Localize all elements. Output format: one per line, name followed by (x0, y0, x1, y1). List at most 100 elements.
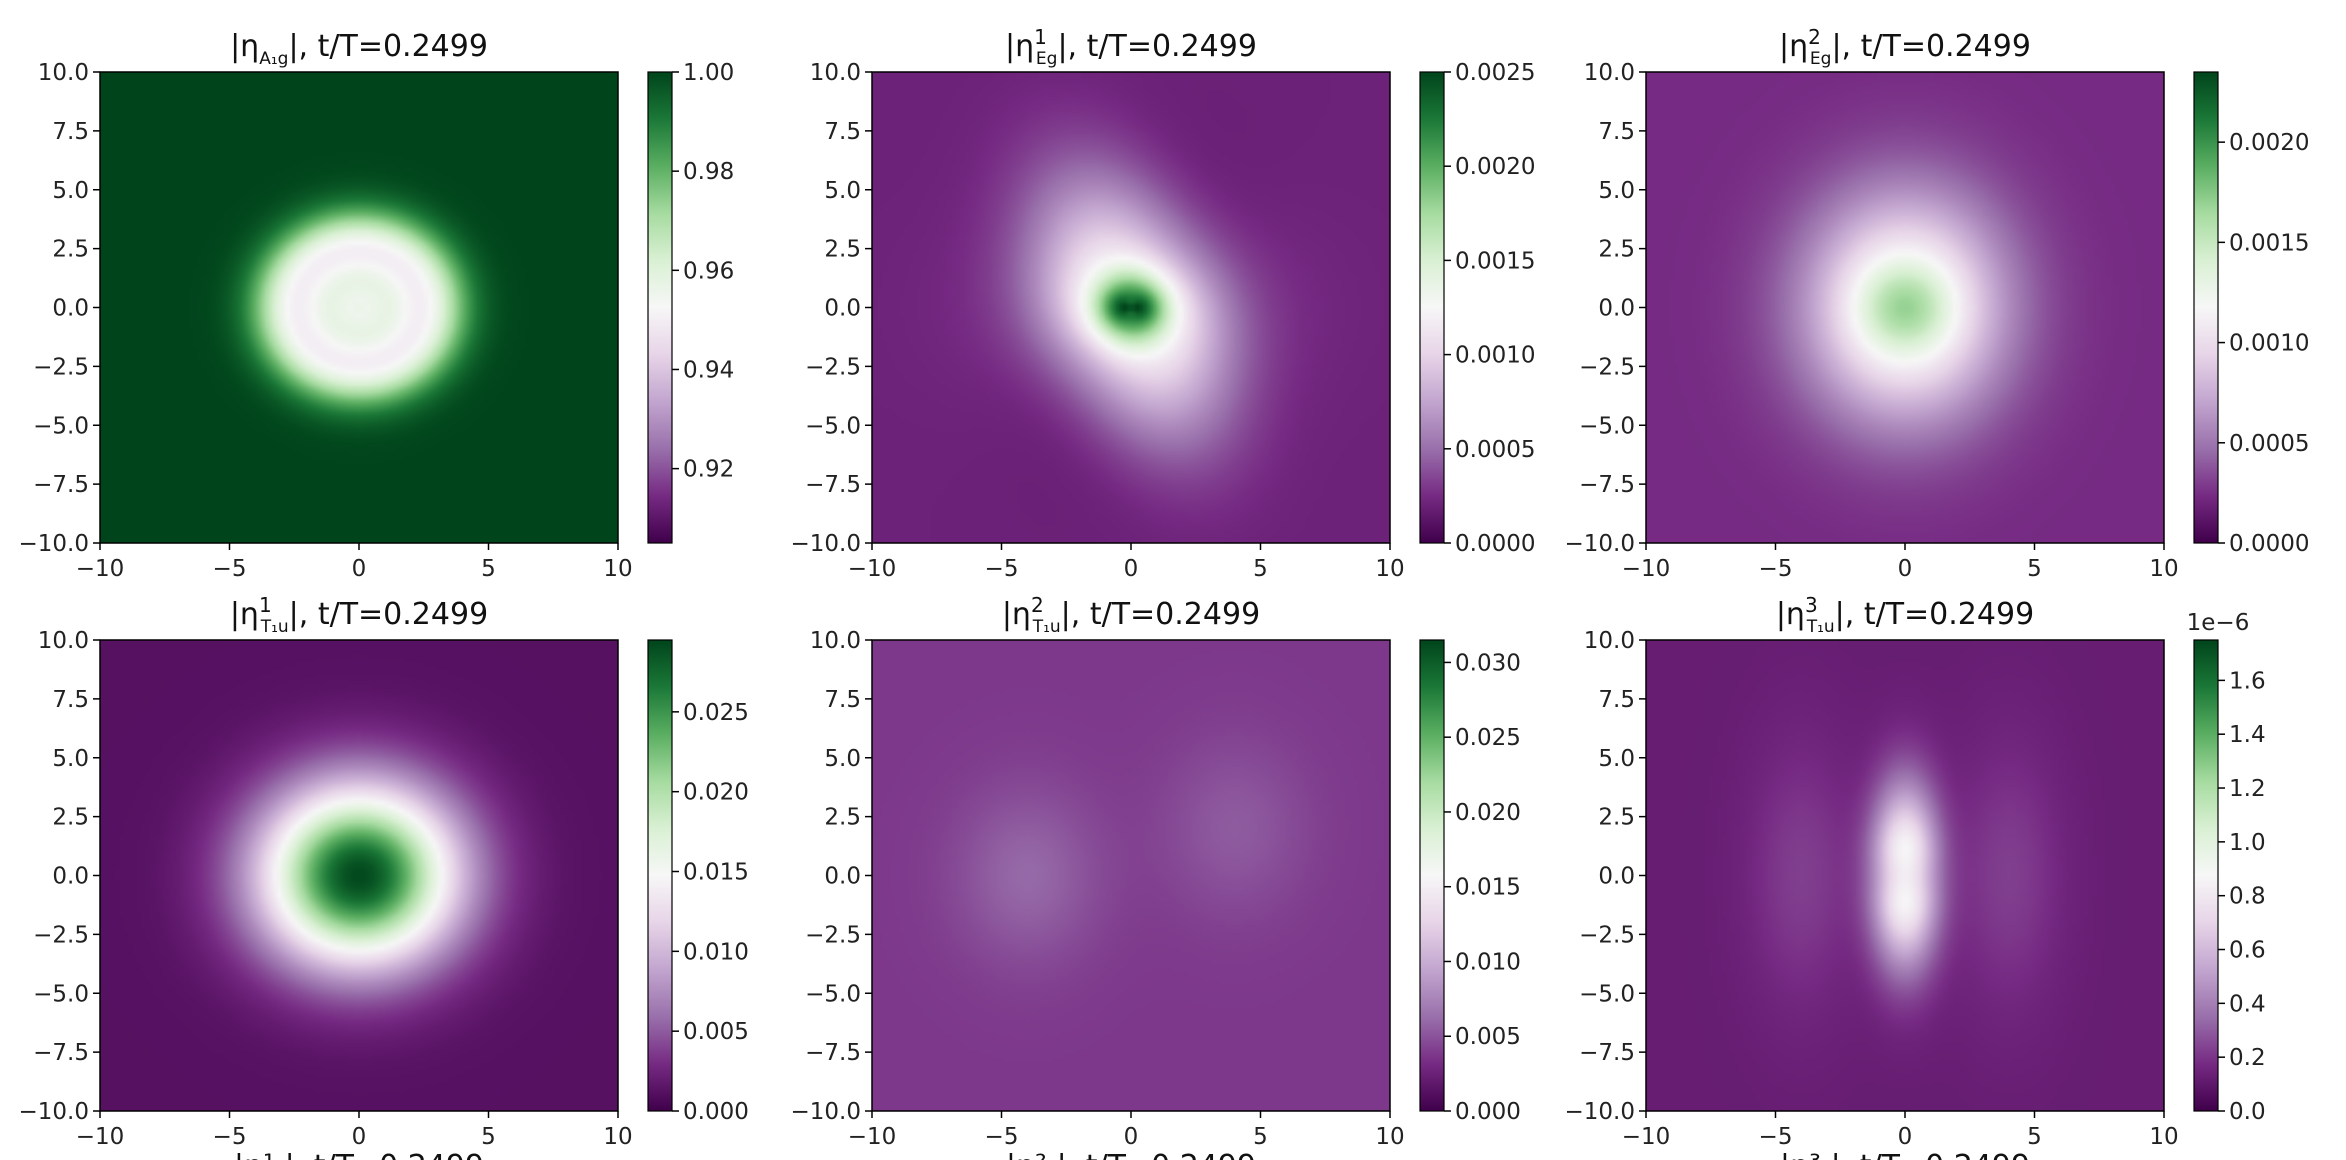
y-tick-label: 2.5 (824, 237, 861, 263)
colorbar (648, 640, 672, 1111)
colorbar-tick-label: 0.2 (2229, 1045, 2266, 1071)
heatmap-image (872, 640, 1390, 1111)
colorbar-tick-label: 0.0020 (2229, 130, 2309, 156)
x-tick-label: 5 (1253, 556, 1268, 582)
colorbar-tick-label: 0.0005 (2229, 431, 2309, 457)
colorbar-tick-label: 1.4 (2229, 722, 2266, 748)
panel-title: |η1 T₁u|, t/T=0.2499 (230, 593, 488, 637)
y-tick-label: −7.5 (33, 472, 89, 498)
x-tick-label: −5 (985, 1124, 1019, 1150)
y-tick-label: 2.5 (1598, 237, 1635, 263)
y-tick-label: −2.5 (33, 922, 89, 948)
y-tick-label: 0.0 (52, 864, 89, 890)
y-tick-label: 10.0 (1584, 628, 1635, 654)
x-tick-label: −10 (1622, 556, 1671, 582)
y-tick-label: −2.5 (805, 354, 861, 380)
colorbar-tick-label: 0.96 (683, 258, 734, 284)
colorbar-tick-label: 0.015 (683, 860, 749, 886)
y-tick-label: 7.5 (824, 119, 861, 145)
x-tick-label: 10 (603, 556, 632, 582)
colorbar-tick-label: 0.6 (2229, 938, 2266, 964)
x-tick-label: 0 (1898, 556, 1913, 582)
y-tick-label: 10.0 (38, 60, 89, 86)
colorbar-tick-label: 0.92 (683, 457, 734, 483)
y-tick-label: −7.5 (805, 1040, 861, 1066)
heatmap-panel-3: |η2 Eg|, t/T=0.2499 −10 −5 0 5 10 10.0 7.5 5.0 2.5… (1565, 25, 2310, 582)
colorbar-tick-label: 0.000 (1455, 1099, 1521, 1125)
colorbar-offset-label: 1e−6 (2187, 610, 2250, 636)
y-tick-label: −10.0 (19, 531, 89, 557)
y-tick-label: −7.5 (805, 472, 861, 498)
colorbar-tick-label: 0.025 (1455, 725, 1521, 751)
y-tick-label: 10.0 (810, 628, 861, 654)
colorbar (1420, 72, 1444, 543)
colorbar-tick-label: 1.00 (683, 60, 734, 86)
x-tick-label: 10 (2149, 556, 2178, 582)
y-tick-label: 0.0 (52, 296, 89, 322)
y-tick-label: −10.0 (1565, 1099, 1635, 1125)
colorbar-tick-label: 1.0 (2229, 830, 2266, 856)
colorbar-frame (1419, 71, 1445, 544)
cut-off-panel-title: |η¹ |, t/T=0.2499 (234, 1149, 484, 1160)
y-tick-label: 0.0 (824, 296, 861, 322)
x-tick-label: 10 (2149, 1124, 2178, 1150)
x-tick-label: 10 (603, 1124, 632, 1150)
y-tick-label: 7.5 (824, 687, 861, 713)
x-tick-label: −5 (213, 556, 247, 582)
x-tick-label: 10 (1375, 556, 1404, 582)
colorbar-tick-label: 0.0000 (1455, 531, 1535, 557)
x-tick-label: 0 (1124, 1124, 1139, 1150)
x-tick-label: 5 (1253, 1124, 1268, 1150)
panel-title: |η1 Eg|, t/T=0.2499 (1005, 25, 1257, 69)
colorbar-tick-label: 0.0010 (1455, 343, 1535, 369)
x-tick-label: 5 (2027, 556, 2042, 582)
colorbar-tick-label: 0.005 (1455, 1024, 1521, 1050)
x-tick-label: −5 (1759, 556, 1793, 582)
heatmap-panel-1: |ηA₁g|, t/T=0.2499 −10 −5 0 5 10 10.0 7.5 5.0 2.5… (19, 29, 735, 582)
colorbar-tick-label: 0.0 (2229, 1099, 2266, 1125)
colorbar-tick-label: 0.010 (683, 939, 749, 965)
colorbar-tick-label: 0.015 (1455, 875, 1521, 901)
colorbar-tick-label: 0.0010 (2229, 331, 2309, 357)
colorbar-tick-label: 1.6 (2229, 668, 2266, 694)
panel-title: |η3 T₁u|, t/T=0.2499 (1776, 593, 2034, 637)
y-tick-label: −5.0 (33, 981, 89, 1007)
y-tick-label: 0.0 (1598, 864, 1635, 890)
colorbar-tick-label: 0.005 (683, 1019, 749, 1045)
x-tick-label: 0 (1124, 556, 1139, 582)
y-tick-label: −5.0 (805, 413, 861, 439)
y-tick-label: 2.5 (52, 237, 89, 263)
y-tick-label: 2.5 (52, 805, 89, 831)
y-tick-label: 7.5 (52, 119, 89, 145)
colorbar (648, 72, 672, 543)
y-tick-label: −5.0 (805, 981, 861, 1007)
colorbar-frame (2193, 639, 2219, 1112)
colorbar-tick-label: 0.0020 (1455, 154, 1535, 180)
colorbar-tick-label: 0.000 (683, 1099, 749, 1125)
x-tick-label: −10 (1622, 1124, 1671, 1150)
x-tick-label: 0 (1898, 1124, 1913, 1150)
y-tick-label: −10.0 (791, 1099, 861, 1125)
y-tick-label: 2.5 (1598, 805, 1635, 831)
y-tick-label: 10.0 (810, 60, 861, 86)
colorbar-frame (2193, 71, 2219, 544)
x-tick-label: 5 (481, 556, 496, 582)
colorbar-tick-label: 0.0000 (2229, 531, 2309, 557)
x-tick-label: −5 (985, 556, 1019, 582)
colorbar-tick-label: 0.010 (1455, 949, 1521, 975)
colorbar-tick-label: 0.8 (2229, 884, 2266, 910)
heatmap-image (1646, 72, 2164, 543)
y-tick-label: 0.0 (824, 864, 861, 890)
y-tick-label: −2.5 (805, 922, 861, 948)
colorbar-tick-label: 0.020 (683, 780, 749, 806)
heatmap-panel-5: |η2 T₁u|, t/T=0.2499 −10 −5 0 5 10 10.0 7.5 5.0 2.… (791, 593, 1521, 1150)
heatmap-panel-2: |η1 Eg|, t/T=0.2499 −10 −5 0 5 10 10.0 7.5 5.0 2.5… (791, 25, 1536, 582)
y-tick-label: −7.5 (1579, 1040, 1635, 1066)
heatmap-panel-6: |η3 T₁u|, t/T=0.2499 −10 −5 0 5 10 10.0 7.5 5.0 2.… (1565, 593, 2266, 1150)
colorbar-frame (1419, 639, 1445, 1112)
y-tick-label: −5.0 (1579, 981, 1635, 1007)
y-tick-label: −2.5 (33, 354, 89, 380)
y-tick-label: 7.5 (52, 687, 89, 713)
x-tick-label: −10 (848, 556, 897, 582)
colorbar-tick-label: 0.0015 (2229, 230, 2309, 256)
